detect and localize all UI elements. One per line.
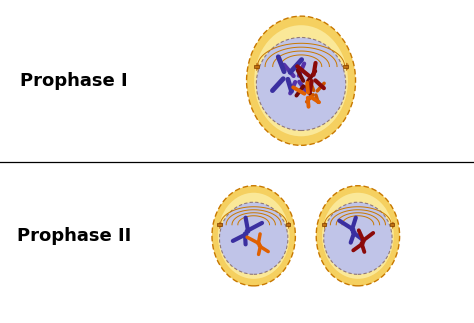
Ellipse shape <box>212 186 295 286</box>
Bar <box>322 223 326 226</box>
Bar <box>390 223 394 226</box>
Ellipse shape <box>219 202 288 274</box>
Ellipse shape <box>322 193 394 279</box>
Bar <box>286 223 290 226</box>
Ellipse shape <box>256 37 346 130</box>
Ellipse shape <box>218 193 290 279</box>
Bar <box>254 65 259 68</box>
Ellipse shape <box>316 186 400 286</box>
Bar <box>218 223 221 226</box>
Bar <box>343 65 348 68</box>
Ellipse shape <box>254 25 348 136</box>
Text: Prophase II: Prophase II <box>17 227 131 245</box>
Text: Prophase I: Prophase I <box>20 72 128 90</box>
Ellipse shape <box>324 202 392 274</box>
Ellipse shape <box>246 16 356 145</box>
